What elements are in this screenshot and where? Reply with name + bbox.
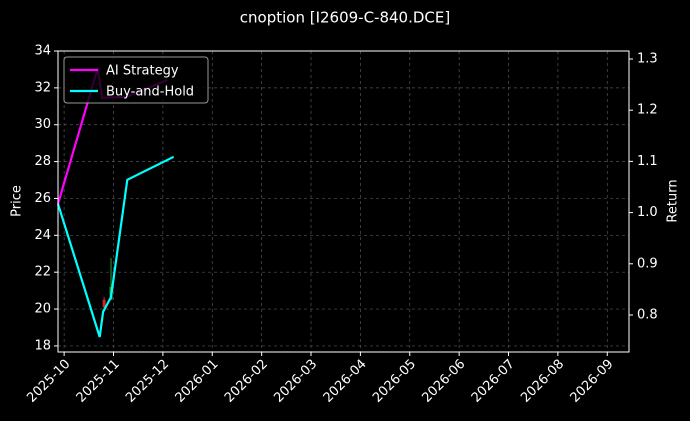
legend-label: Buy-and-Hold [106,85,194,100]
y-tick-label: 26 [34,191,51,206]
y-tick-label: 18 [34,338,51,353]
series-line [56,155,175,338]
y-tick-label: 22 [34,265,51,280]
x-tick-label: 2025-10 [24,357,73,406]
y2-axis-label: Return [666,179,681,222]
y-tick-label: 34 [34,44,51,59]
x-tick-label: 2026-04 [321,357,370,406]
x-tick-label: 2026-02 [222,357,271,406]
x-tick-label: 2026-01 [173,357,222,406]
y-tick-label: 28 [34,154,51,169]
x-tick-label: 2026-08 [518,357,567,406]
plot-frame [57,50,630,353]
y2-tick-label: 1.3 [637,51,658,66]
x-tick-label: 2026-05 [370,357,419,406]
x-tick-label: 2026-06 [419,357,468,406]
chart-title: cnoption [I2609-C-840.DCE] [240,9,450,27]
x-tick-label: 2026-07 [469,357,518,406]
y2-tick-label: 1.2 [637,103,658,118]
candle-body [102,299,106,308]
x-tick-label: 2025-11 [74,357,123,406]
y-axis-label: Price [10,185,25,217]
y-tick-label: 32 [34,80,51,95]
y2-tick-label: 1.0 [637,205,658,220]
y-tick-label: 24 [34,228,51,243]
y2-tick-label: 0.9 [637,256,658,271]
x-tick-label: 2026-09 [568,357,617,406]
legend: AI Strategy Buy-and-Hold [63,56,209,104]
y-tick-label: 20 [34,302,51,317]
y-tick-label: 30 [34,117,51,132]
legend-label: AI Strategy [106,64,179,79]
x-tick-label: 2026-03 [271,357,320,406]
y2-tick-label: 0.8 [637,307,658,322]
y2-tick-label: 1.1 [637,154,658,169]
legend-box [63,56,209,104]
x-tick-label: 2025-12 [123,357,172,406]
